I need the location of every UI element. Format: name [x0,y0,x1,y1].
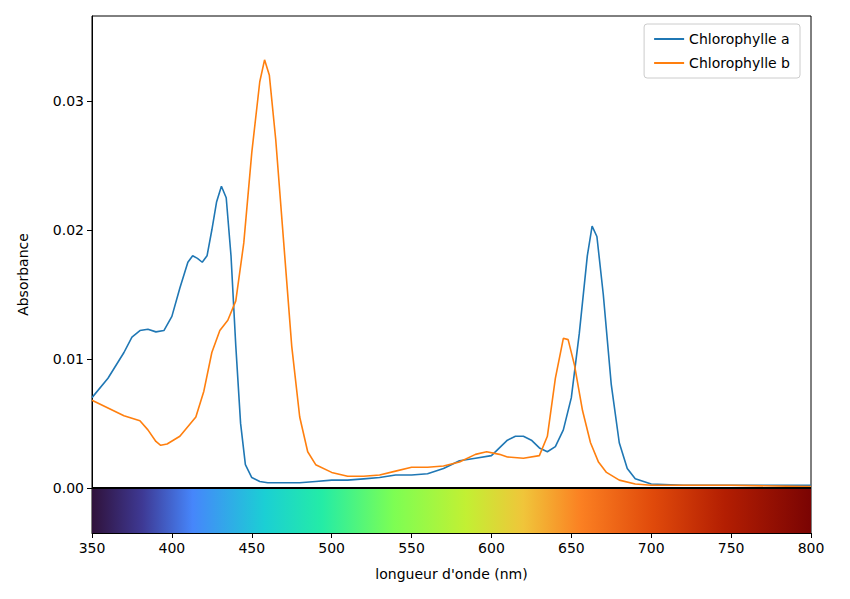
svg-text:600: 600 [478,540,505,556]
svg-text:0.01: 0.01 [53,351,84,367]
svg-text:0.03: 0.03 [53,93,84,109]
svg-text:550: 550 [398,540,425,556]
svg-text:800: 800 [798,540,825,556]
svg-text:700: 700 [638,540,665,556]
svg-text:650: 650 [558,540,585,556]
svg-text:Chlorophylle a: Chlorophylle a [689,31,790,47]
svg-text:400: 400 [159,540,186,556]
svg-text:longueur d'onde (nm): longueur d'onde (nm) [375,566,527,582]
svg-text:Absorbance: Absorbance [15,233,31,316]
svg-text:0.02: 0.02 [53,222,84,238]
svg-text:500: 500 [318,540,345,556]
svg-text:0.00: 0.00 [53,480,84,496]
svg-text:350: 350 [79,540,106,556]
svg-text:450: 450 [238,540,265,556]
svg-text:Chlorophylle b: Chlorophylle b [689,55,790,71]
svg-text:750: 750 [718,540,745,556]
